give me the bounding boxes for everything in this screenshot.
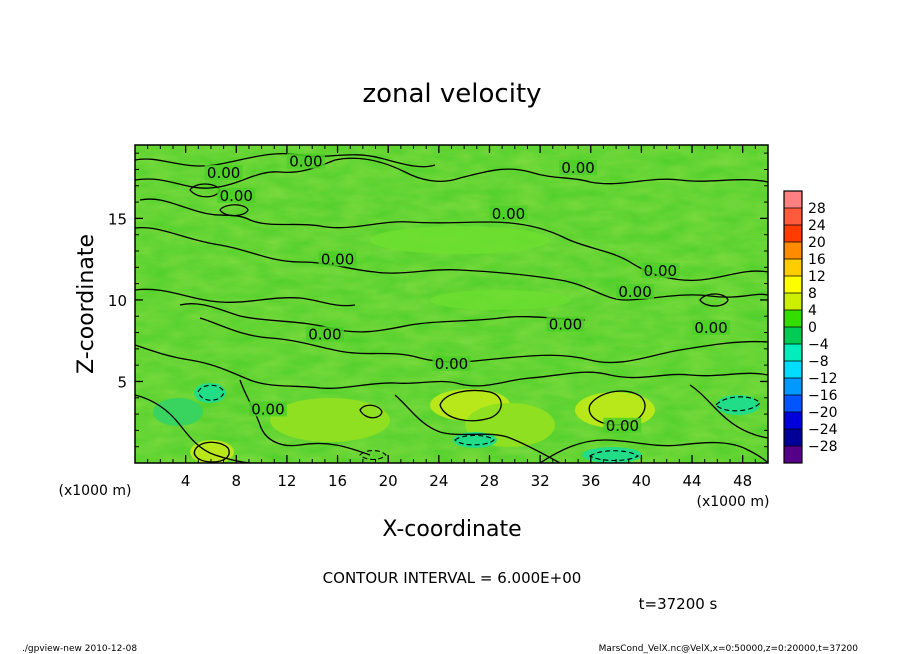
negative-contours <box>197 384 761 462</box>
field-patch <box>270 398 390 442</box>
contour-label: 0.00 <box>220 187 253 205</box>
x-tick-label: 40 <box>632 472 651 490</box>
colorbar-label: 0 <box>808 320 817 336</box>
x-tick-label: 4 <box>181 472 191 490</box>
contour-label-bg <box>217 187 256 203</box>
contour-label: 0.00 <box>251 400 284 418</box>
contour-label: 0.00 <box>694 319 727 337</box>
contour-label-bg <box>432 355 471 371</box>
x-ticks: 4 8 12 16 20 24 28 32 36 40 44 48 <box>147 145 756 490</box>
plot-area: 0.00 0.00 0.00 0.00 0.00 0.00 0.00 0.00 0.00 0.00… <box>135 145 768 463</box>
colorbar-label: −24 <box>808 422 838 438</box>
footer-right: MarsCond_VelX.nc@VelX,x=0:50000,z=0:2000… <box>599 644 859 654</box>
colorbar-label: −4 <box>808 337 829 353</box>
colorbar-swatch <box>784 310 802 328</box>
colorbar-label: −8 <box>808 354 829 370</box>
contour-label: 0.00 <box>435 355 468 373</box>
x-tick-label: 44 <box>682 472 701 490</box>
colorbar-swatch <box>784 429 802 447</box>
contour-label: 0.00 <box>549 316 582 334</box>
contour-label: 0.00 <box>207 164 240 182</box>
contour-label: 0.00 <box>492 205 525 223</box>
colorbar-swatch <box>784 412 802 430</box>
colorbar-swatch <box>784 378 802 396</box>
y-unit-label: (x1000 m) <box>59 483 132 499</box>
x-tick-label: 32 <box>531 472 550 490</box>
colorbar-swatch <box>784 446 802 464</box>
colorbar-swatch <box>784 361 802 379</box>
colorbar-swatch <box>784 327 802 345</box>
y-tick-label: 15 <box>108 210 127 228</box>
contour-label-bg <box>248 401 287 417</box>
contour-label-bg <box>616 284 655 300</box>
y-ticks: 5 10 15 <box>108 152 768 448</box>
contour-label-bg <box>546 316 585 332</box>
colorbar-label: 20 <box>808 235 826 251</box>
colorbar-label: −16 <box>808 388 838 404</box>
colorbar-label: −28 <box>808 439 838 455</box>
colorbar-swatch <box>784 344 802 362</box>
colorbar-label: 4 <box>808 303 817 319</box>
contour-labels: 0.00 0.00 0.00 0.00 0.00 0.00 0.00 0.00 0.00 0.00… <box>204 153 731 435</box>
x-unit-label: (x1000 m) <box>697 494 770 510</box>
x-tick-label: 20 <box>379 472 398 490</box>
x-tick-label: 36 <box>581 472 600 490</box>
contour-label-bg <box>489 205 528 221</box>
colorbar-label: 28 <box>808 201 826 217</box>
field-patch <box>430 290 570 310</box>
x-tick-label: 12 <box>277 472 296 490</box>
contour-label-bg <box>641 262 680 278</box>
colorbar-label: −20 <box>808 405 838 421</box>
field-patch <box>370 226 550 254</box>
contour-label-bg <box>559 160 598 176</box>
y-tick-label: 5 <box>117 373 127 391</box>
time-label: t=37200 s <box>639 595 718 613</box>
contour-label: 0.00 <box>644 262 677 280</box>
footer-left: ./gpview-new 2010-12-08 <box>22 644 137 654</box>
contour-label-bg <box>305 326 344 342</box>
contour-label-bg <box>286 153 325 169</box>
contour-label: 0.00 <box>289 153 322 171</box>
contour-label: 0.00 <box>321 250 354 268</box>
contour-label: 0.00 <box>606 417 639 435</box>
colorbar-label: 12 <box>808 269 826 285</box>
x-tick-label: 16 <box>328 472 347 490</box>
y-tick-label: 10 <box>108 292 127 310</box>
field-patch <box>716 395 760 415</box>
y-axis-label: Z-coordinate <box>74 234 99 374</box>
contour-label-bg <box>692 319 731 335</box>
colorbar-label: −12 <box>808 371 838 387</box>
colorbar-label: 8 <box>808 286 817 302</box>
x-tick-label: 28 <box>480 472 499 490</box>
contour-label: 0.00 <box>308 325 341 343</box>
colorbar-swatch <box>784 395 802 413</box>
x-axis-label: X-coordinate <box>382 517 521 542</box>
chart-title: zonal velocity <box>362 79 541 109</box>
colorbar-swatch <box>784 208 802 226</box>
x-tick-label: 8 <box>232 472 242 490</box>
contour-label-bg <box>603 417 642 433</box>
colorbar-swatch <box>784 259 802 277</box>
contour-label: 0.00 <box>561 159 594 177</box>
colorbar-swatch <box>784 293 802 311</box>
x-tick-label: 48 <box>733 472 752 490</box>
contour-interval: CONTOUR INTERVAL = 6.000E+00 <box>323 569 582 587</box>
field-patch <box>153 398 203 426</box>
colorbar-swatch <box>784 225 802 243</box>
x-tick-label: 24 <box>429 472 448 490</box>
colorbar-swatch <box>784 242 802 260</box>
colorbar-label: 24 <box>808 218 826 234</box>
contour-label-bg <box>318 251 357 267</box>
colorbar-label: 16 <box>808 252 826 268</box>
contour-label-bg <box>204 164 243 180</box>
contour-lines <box>135 152 768 463</box>
colorbar-swatch <box>784 191 802 209</box>
colorbar-swatch <box>784 276 802 294</box>
contour-label: 0.00 <box>618 283 651 301</box>
